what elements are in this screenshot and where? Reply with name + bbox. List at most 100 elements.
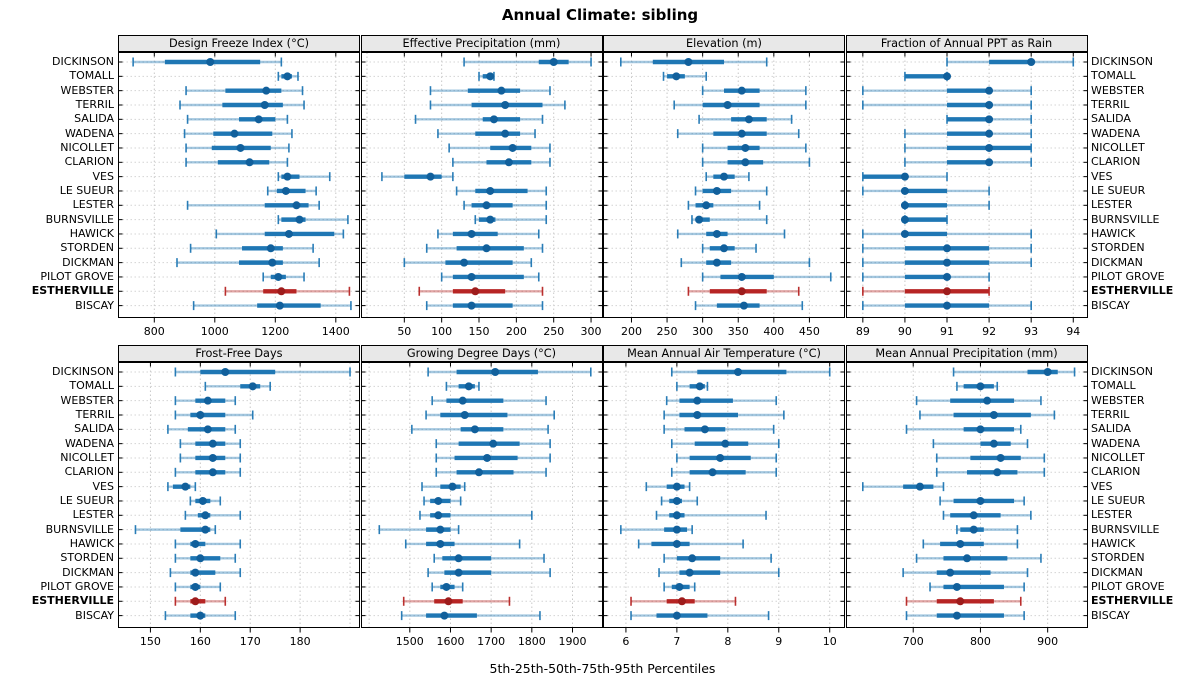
median-dot bbox=[984, 143, 993, 152]
median-dot bbox=[700, 425, 709, 434]
median-dot bbox=[460, 410, 469, 419]
station-label-right: TOMALL bbox=[1091, 69, 1136, 83]
median-dot bbox=[500, 100, 509, 109]
percentile-row bbox=[955, 381, 998, 391]
panel-header: Elevation (m) bbox=[603, 35, 845, 52]
station-label-left: NICOLLET bbox=[60, 450, 114, 464]
x-tick-label: 300 bbox=[580, 325, 601, 338]
panel-header: Effective Precipitation (mm) bbox=[360, 35, 603, 52]
percentile-row bbox=[932, 439, 1028, 449]
median-dot bbox=[942, 287, 951, 296]
panel-plot: 89 90 91 92 93 94 bbox=[845, 52, 1088, 338]
percentile-row bbox=[447, 143, 551, 153]
median-dot bbox=[675, 582, 684, 591]
median-dot bbox=[295, 215, 304, 224]
x-tick-label: 250 bbox=[543, 325, 564, 338]
percentile-row bbox=[701, 157, 811, 167]
x-tick-label: 1800 bbox=[517, 635, 545, 648]
station-label-right: WADENA bbox=[1091, 126, 1140, 140]
median-dot bbox=[245, 158, 254, 167]
percentile-row bbox=[861, 86, 1032, 96]
station-label-right: PILOT GROVE bbox=[1091, 579, 1165, 593]
station-label-left: WADENA bbox=[65, 436, 114, 450]
station-label-right: DICKINSON bbox=[1091, 55, 1153, 68]
x-tick-label: 8 bbox=[724, 635, 731, 648]
percentile-row bbox=[861, 172, 948, 182]
percentile-row bbox=[861, 301, 1032, 311]
percentile-row bbox=[861, 243, 1032, 253]
x-tick-label: 400 bbox=[763, 325, 784, 338]
percentile-row bbox=[189, 243, 314, 253]
station-label-right: BISCAY bbox=[1091, 298, 1130, 312]
median-dot bbox=[191, 539, 200, 548]
station-label-right: LESTER bbox=[1091, 508, 1133, 522]
percentile-row bbox=[701, 272, 832, 282]
percentile-row bbox=[694, 301, 804, 311]
median-dot bbox=[984, 129, 993, 138]
median-dot bbox=[248, 382, 257, 391]
median-dot bbox=[496, 86, 505, 95]
median-dot bbox=[969, 511, 978, 520]
percentile-row bbox=[935, 467, 1045, 477]
percentile-row bbox=[619, 57, 768, 67]
x-tick-label: 7 bbox=[673, 635, 680, 648]
panel-frame bbox=[845, 362, 1088, 628]
percentile-row bbox=[429, 100, 566, 110]
median-dot bbox=[230, 129, 239, 138]
percentile-row bbox=[266, 186, 317, 196]
x-tick-label: 1000 bbox=[201, 325, 229, 338]
median-dot bbox=[206, 58, 215, 66]
median-dot bbox=[433, 496, 442, 505]
median-dot bbox=[996, 453, 1005, 462]
median-dot bbox=[281, 186, 290, 195]
median-dot bbox=[900, 215, 909, 224]
panel-frame bbox=[845, 52, 1088, 318]
station-label-left: STORDEN bbox=[60, 551, 114, 565]
percentile-row bbox=[620, 525, 693, 535]
station-label-right: SALIDA bbox=[1091, 112, 1131, 126]
median-dot bbox=[467, 229, 476, 238]
percentile-row bbox=[277, 71, 299, 81]
median-dot bbox=[425, 172, 434, 181]
station-label-right: CLARION bbox=[1091, 155, 1141, 169]
x-tick-label: 150 bbox=[140, 635, 161, 648]
percentile-row bbox=[665, 396, 778, 406]
percentile-row bbox=[645, 482, 691, 492]
median-dot bbox=[181, 482, 190, 491]
median-dot bbox=[274, 272, 283, 281]
station-label-right: WEBSTER bbox=[1091, 393, 1145, 407]
x-tick-label: 1600 bbox=[436, 635, 464, 648]
station-label-left: DICKINSON bbox=[52, 365, 114, 378]
percentile-row bbox=[663, 424, 775, 434]
percentile-row bbox=[134, 525, 217, 535]
percentile-row bbox=[630, 596, 737, 606]
station-label-right: TERRIL bbox=[1091, 407, 1130, 421]
median-dot bbox=[268, 258, 277, 267]
station-label-right: NICOLLET bbox=[1091, 450, 1145, 464]
median-dot bbox=[693, 410, 702, 419]
median-dot bbox=[716, 453, 725, 462]
station-label-left: LESTER bbox=[72, 198, 114, 212]
median-dot bbox=[982, 396, 991, 405]
panel-header: Mean Annual Air Temperature (°C) bbox=[603, 345, 845, 362]
station-label-left: DICKINSON bbox=[52, 55, 114, 68]
median-dot bbox=[955, 597, 964, 606]
percentile-row bbox=[861, 286, 990, 296]
percentile-row bbox=[670, 467, 778, 477]
station-label-left: TERRIL bbox=[75, 97, 114, 111]
percentile-row bbox=[164, 611, 237, 621]
percentile-row bbox=[861, 258, 1032, 268]
station-label-right: HAWICK bbox=[1091, 226, 1136, 240]
x-tick-label: 350 bbox=[728, 325, 749, 338]
percentile-row bbox=[935, 453, 1045, 463]
percentile-row bbox=[174, 367, 351, 377]
median-dot bbox=[283, 172, 292, 181]
percentile-row bbox=[676, 453, 778, 463]
percentile-row bbox=[400, 611, 541, 621]
percentile-row bbox=[900, 200, 990, 210]
percentile-row bbox=[630, 611, 770, 621]
percentile-row bbox=[903, 129, 1032, 139]
percentile-row bbox=[861, 229, 1032, 239]
station-label-left: WEBSTER bbox=[60, 83, 114, 97]
percentile-row bbox=[224, 286, 351, 296]
